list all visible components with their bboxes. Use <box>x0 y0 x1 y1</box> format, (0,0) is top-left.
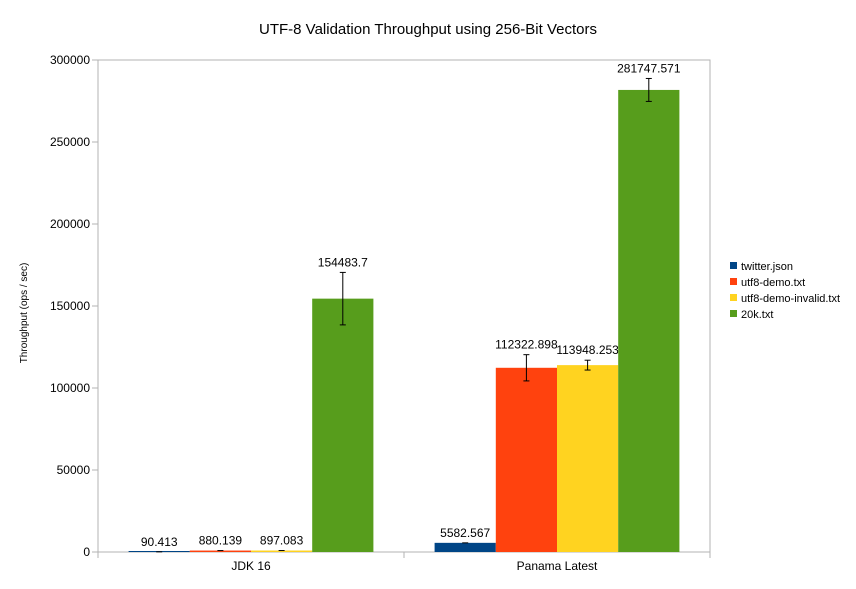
legend-swatch <box>730 278 737 285</box>
x-category-label: Panama Latest <box>517 559 598 573</box>
data-label: 880.139 <box>199 534 243 548</box>
data-label: 154483.7 <box>318 255 368 269</box>
bar <box>434 542 496 552</box>
legend-label: utf8-demo-invalid.txt <box>741 293 840 305</box>
bar <box>495 367 557 552</box>
y-axis-label: Throughput (ops / sec) <box>19 263 30 364</box>
y-tick-label: 0 <box>83 545 90 559</box>
data-label: 281747.571 <box>617 61 681 75</box>
legend-swatch <box>730 262 737 269</box>
legend-swatch <box>730 294 737 301</box>
y-tick-label: 100000 <box>50 381 90 395</box>
bar <box>189 550 251 552</box>
x-category-label: JDK 16 <box>231 559 271 573</box>
data-label: 5582.567 <box>440 526 490 540</box>
bar <box>312 298 374 552</box>
data-label: 897.083 <box>260 534 304 548</box>
chart-title: UTF-8 Validation Throughput using 256-Bi… <box>259 21 597 38</box>
bar <box>251 550 313 552</box>
data-label: 90.413 <box>141 535 178 549</box>
data-label: 113948.253 <box>556 343 619 357</box>
y-tick-label: 50000 <box>57 463 91 477</box>
legend-label: 20k.txt <box>741 309 773 321</box>
legend: twitter.json utf8-demo.txt utf8-demo-inval… <box>730 261 840 321</box>
legend-label: utf8-demo.txt <box>741 277 805 289</box>
y-tick-label: 200000 <box>50 217 90 231</box>
x-axis: JDK 16 Panama Latest <box>97 552 711 573</box>
legend-label: twitter.json <box>741 261 793 273</box>
data-label: 112322.898 <box>495 338 558 352</box>
y-axis: 0 50000 100000 150000 200000 250000 300000 <box>50 53 98 559</box>
y-tick-label: 150000 <box>50 299 90 313</box>
y-tick-label: 250000 <box>50 135 90 149</box>
bar <box>557 365 619 552</box>
legend-swatch <box>730 310 737 317</box>
bars: 90.413 5582.567 880.139 112322.898 897.083 11… <box>128 61 681 553</box>
y-tick-label: 300000 <box>50 53 90 67</box>
bar <box>618 89 680 552</box>
